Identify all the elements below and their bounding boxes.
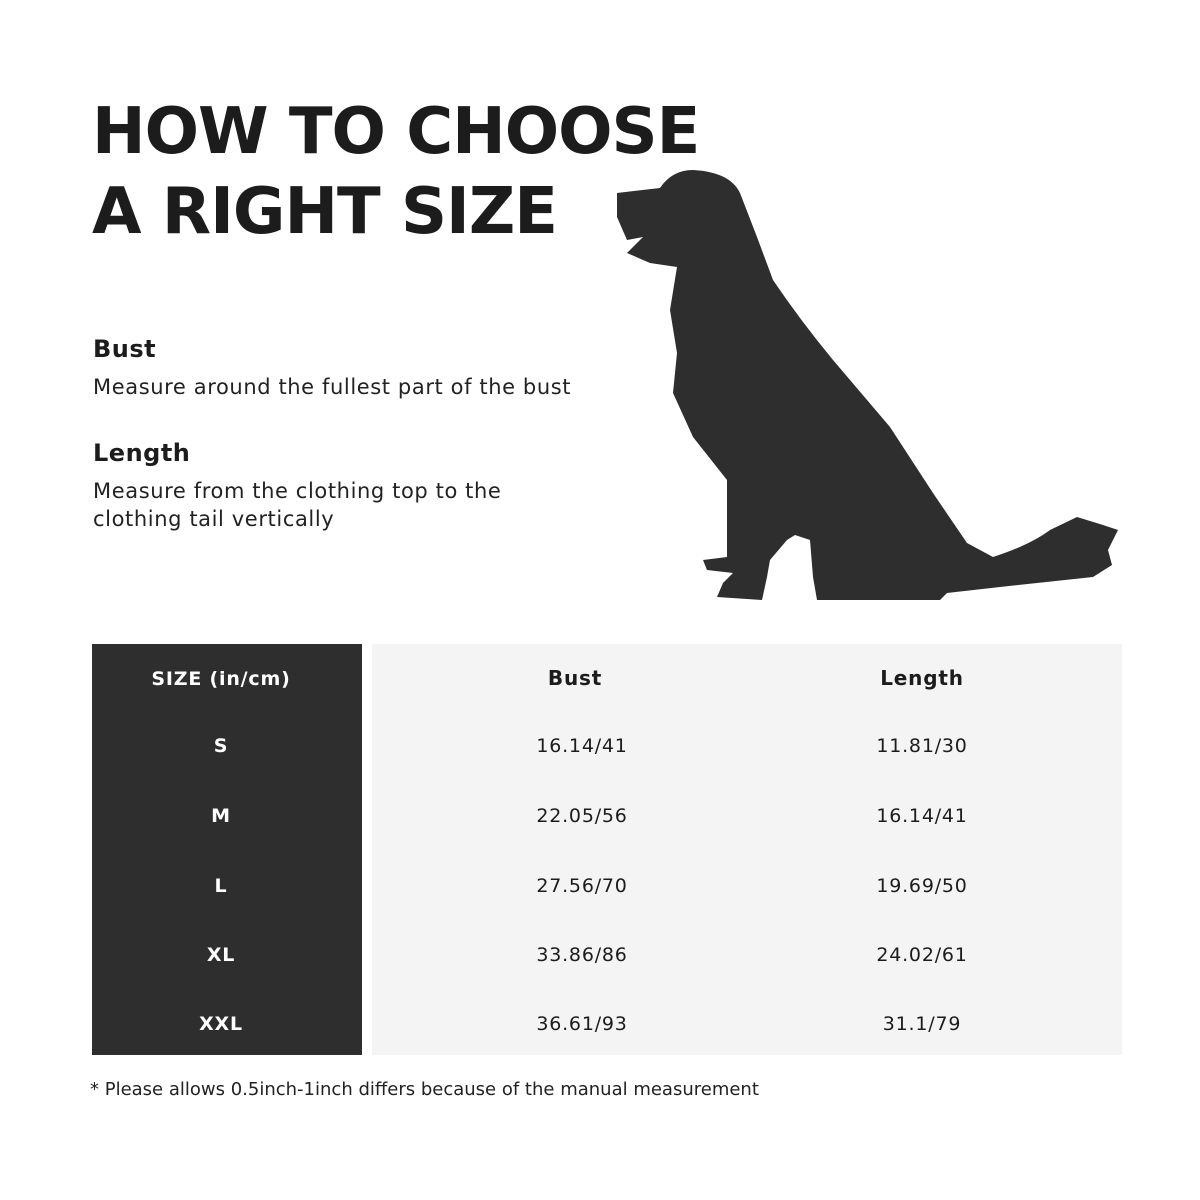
size-column-background — [92, 644, 362, 1055]
length-cell: 31.1/79 — [882, 1013, 962, 1035]
length-description-line-1: Measure from the clothing top to the — [93, 479, 502, 503]
length-cell: 19.69/50 — [876, 875, 968, 897]
page-title: HOW TO CHOOSE A RIGHT SIZE — [92, 92, 700, 252]
bust-description: Measure around the fullest part of the b… — [93, 375, 572, 399]
bust-cell: 22.05/56 — [536, 805, 628, 827]
size-cell: L — [214, 875, 228, 897]
size-cell: XXL — [199, 1013, 243, 1035]
title-line-1: HOW TO CHOOSE — [92, 95, 700, 169]
bust-cell: 16.14/41 — [536, 735, 628, 757]
header-size: SIZE (in/cm) — [151, 668, 291, 690]
header-bust: Bust — [547, 666, 603, 690]
length-cell: 16.14/41 — [876, 805, 968, 827]
measurements-background — [372, 644, 1122, 1055]
bust-cell: 33.86/86 — [536, 944, 628, 966]
length-description-line-2: clothing tail vertically — [93, 507, 335, 531]
length-heading: Length — [93, 439, 191, 467]
length-cell: 24.02/61 — [876, 944, 968, 966]
title-line-2: A RIGHT SIZE — [92, 175, 558, 249]
bust-heading: Bust — [93, 335, 157, 363]
size-cell: S — [213, 735, 229, 757]
footnote: * Please allows 0.5inch-1inch differs be… — [90, 1079, 759, 1100]
header-length: Length — [880, 666, 964, 690]
size-cell: M — [211, 805, 231, 827]
length-cell: 11.81/30 — [876, 735, 968, 757]
size-cell: XL — [206, 944, 236, 966]
bust-cell: 27.56/70 — [536, 875, 628, 897]
bust-cell: 36.61/93 — [536, 1013, 628, 1035]
